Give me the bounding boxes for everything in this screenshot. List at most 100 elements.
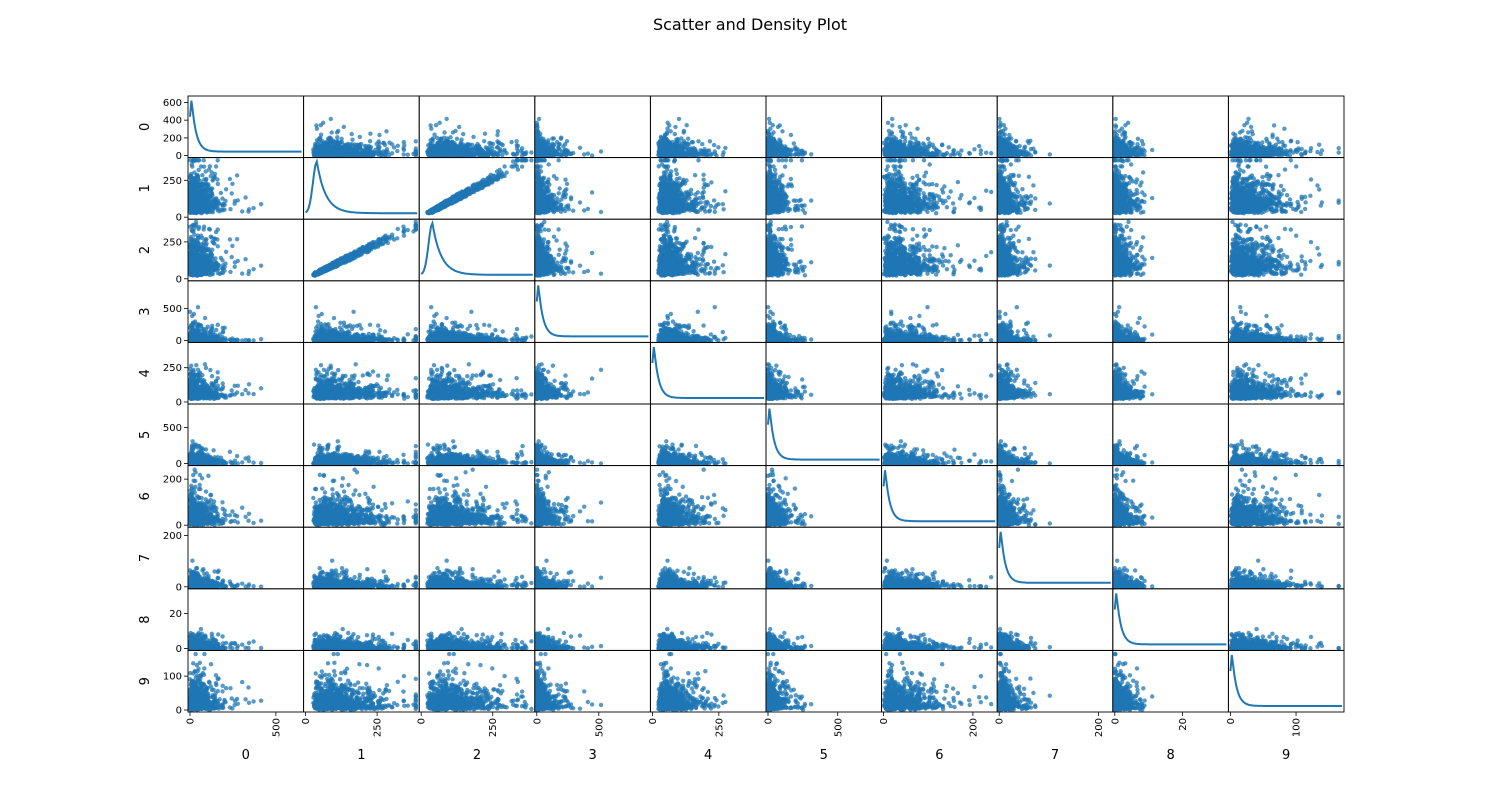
scatter-point — [571, 151, 575, 155]
scatter-point — [673, 125, 677, 129]
scatter-point — [327, 152, 331, 156]
panel-0-5 — [766, 96, 882, 158]
scatter-point — [452, 141, 456, 145]
scatter-point — [778, 146, 782, 150]
scatter-point — [396, 144, 400, 148]
scatter-point — [351, 148, 355, 152]
scatter-point — [344, 152, 348, 156]
scatter-point — [461, 132, 465, 136]
scatter-point — [539, 153, 543, 157]
scatter-point — [384, 150, 388, 154]
scatter-point — [664, 153, 668, 157]
scatter-point — [329, 117, 333, 121]
scatter-point — [561, 152, 565, 156]
scatter-point — [343, 148, 347, 152]
scatter-point — [495, 133, 499, 137]
scatter-point — [471, 135, 475, 139]
scatter-point — [414, 151, 418, 155]
scatter-point — [767, 117, 771, 121]
panel-marks — [311, 117, 418, 158]
scatter-point — [426, 143, 430, 147]
scatter-point — [721, 153, 725, 157]
scatter-point — [509, 140, 513, 144]
scatter-point — [671, 148, 675, 152]
scatter-point — [778, 123, 782, 127]
panel-marks — [425, 117, 533, 158]
scatter-point — [535, 153, 539, 157]
scatter-point — [319, 146, 323, 150]
scatter-point — [904, 123, 908, 127]
scatter-point — [947, 145, 951, 149]
scatter-point — [445, 143, 449, 147]
scatter-point — [951, 149, 955, 153]
scatter-point — [478, 150, 482, 154]
scatter-point — [490, 146, 494, 150]
scatter-point — [688, 151, 692, 155]
scatter-point — [367, 144, 371, 148]
scatter-point — [713, 152, 717, 156]
scatter-point — [353, 143, 357, 147]
scatter-point — [492, 150, 496, 154]
scatter-point — [350, 132, 354, 136]
scatter-point — [673, 132, 677, 136]
scatter-point — [559, 137, 563, 141]
scatter-point — [682, 130, 686, 134]
scatter-point — [333, 153, 337, 157]
scatter-point — [784, 148, 788, 152]
scatter-point — [376, 149, 380, 153]
scatter-point — [664, 145, 668, 149]
scatter-point — [535, 123, 539, 127]
panel-marks — [656, 117, 727, 158]
panel-marks — [766, 117, 814, 158]
scatter-point — [430, 146, 434, 150]
scatter-point — [441, 147, 445, 151]
scatter-point — [781, 152, 785, 156]
scatter-point — [657, 151, 661, 155]
scatter-point — [344, 144, 348, 148]
scatter-point — [327, 143, 331, 147]
scatter-point — [771, 123, 775, 127]
scatter-point — [395, 149, 399, 153]
scatter-point — [802, 151, 806, 155]
scatter-point — [402, 148, 406, 152]
panel-0-1 — [304, 96, 420, 158]
scatter-point — [445, 117, 449, 121]
scatter-point — [766, 153, 770, 157]
scatter-point — [723, 146, 727, 150]
scatter-point — [915, 127, 919, 131]
scatter-point — [712, 143, 716, 147]
scatter-point — [350, 138, 354, 142]
scatter-point — [790, 148, 794, 152]
scatter-point — [529, 150, 533, 154]
scatter-point — [797, 150, 801, 154]
scatter-point — [365, 150, 369, 154]
scatter-point — [582, 152, 586, 156]
scatter-point — [489, 141, 493, 145]
scatter-point — [516, 144, 520, 148]
scatter-point — [949, 153, 953, 157]
scatter-point — [908, 132, 912, 136]
scatter-point — [675, 146, 679, 150]
scatter-point — [708, 139, 712, 143]
scatter-point — [984, 151, 988, 155]
scatter-point — [696, 139, 700, 143]
scatter-point — [339, 137, 343, 141]
panel-marks — [882, 117, 994, 158]
scatter-point — [402, 152, 406, 156]
panel-0-6 — [882, 96, 998, 158]
scatter-point — [561, 144, 565, 148]
scatter-point — [318, 136, 322, 140]
scatter-point — [431, 153, 435, 157]
panel-marks — [190, 101, 302, 152]
scatter-point — [406, 153, 410, 157]
scatter-point — [414, 139, 418, 143]
scatter-point — [514, 139, 518, 143]
scatter-point — [428, 123, 432, 127]
scatter-point — [502, 149, 506, 153]
scatter-point — [679, 136, 683, 140]
scatter-point — [368, 132, 372, 136]
scatter-point — [464, 145, 468, 149]
scatter-point — [677, 117, 681, 121]
scatter-point — [537, 141, 541, 145]
scatter-point — [319, 123, 323, 127]
